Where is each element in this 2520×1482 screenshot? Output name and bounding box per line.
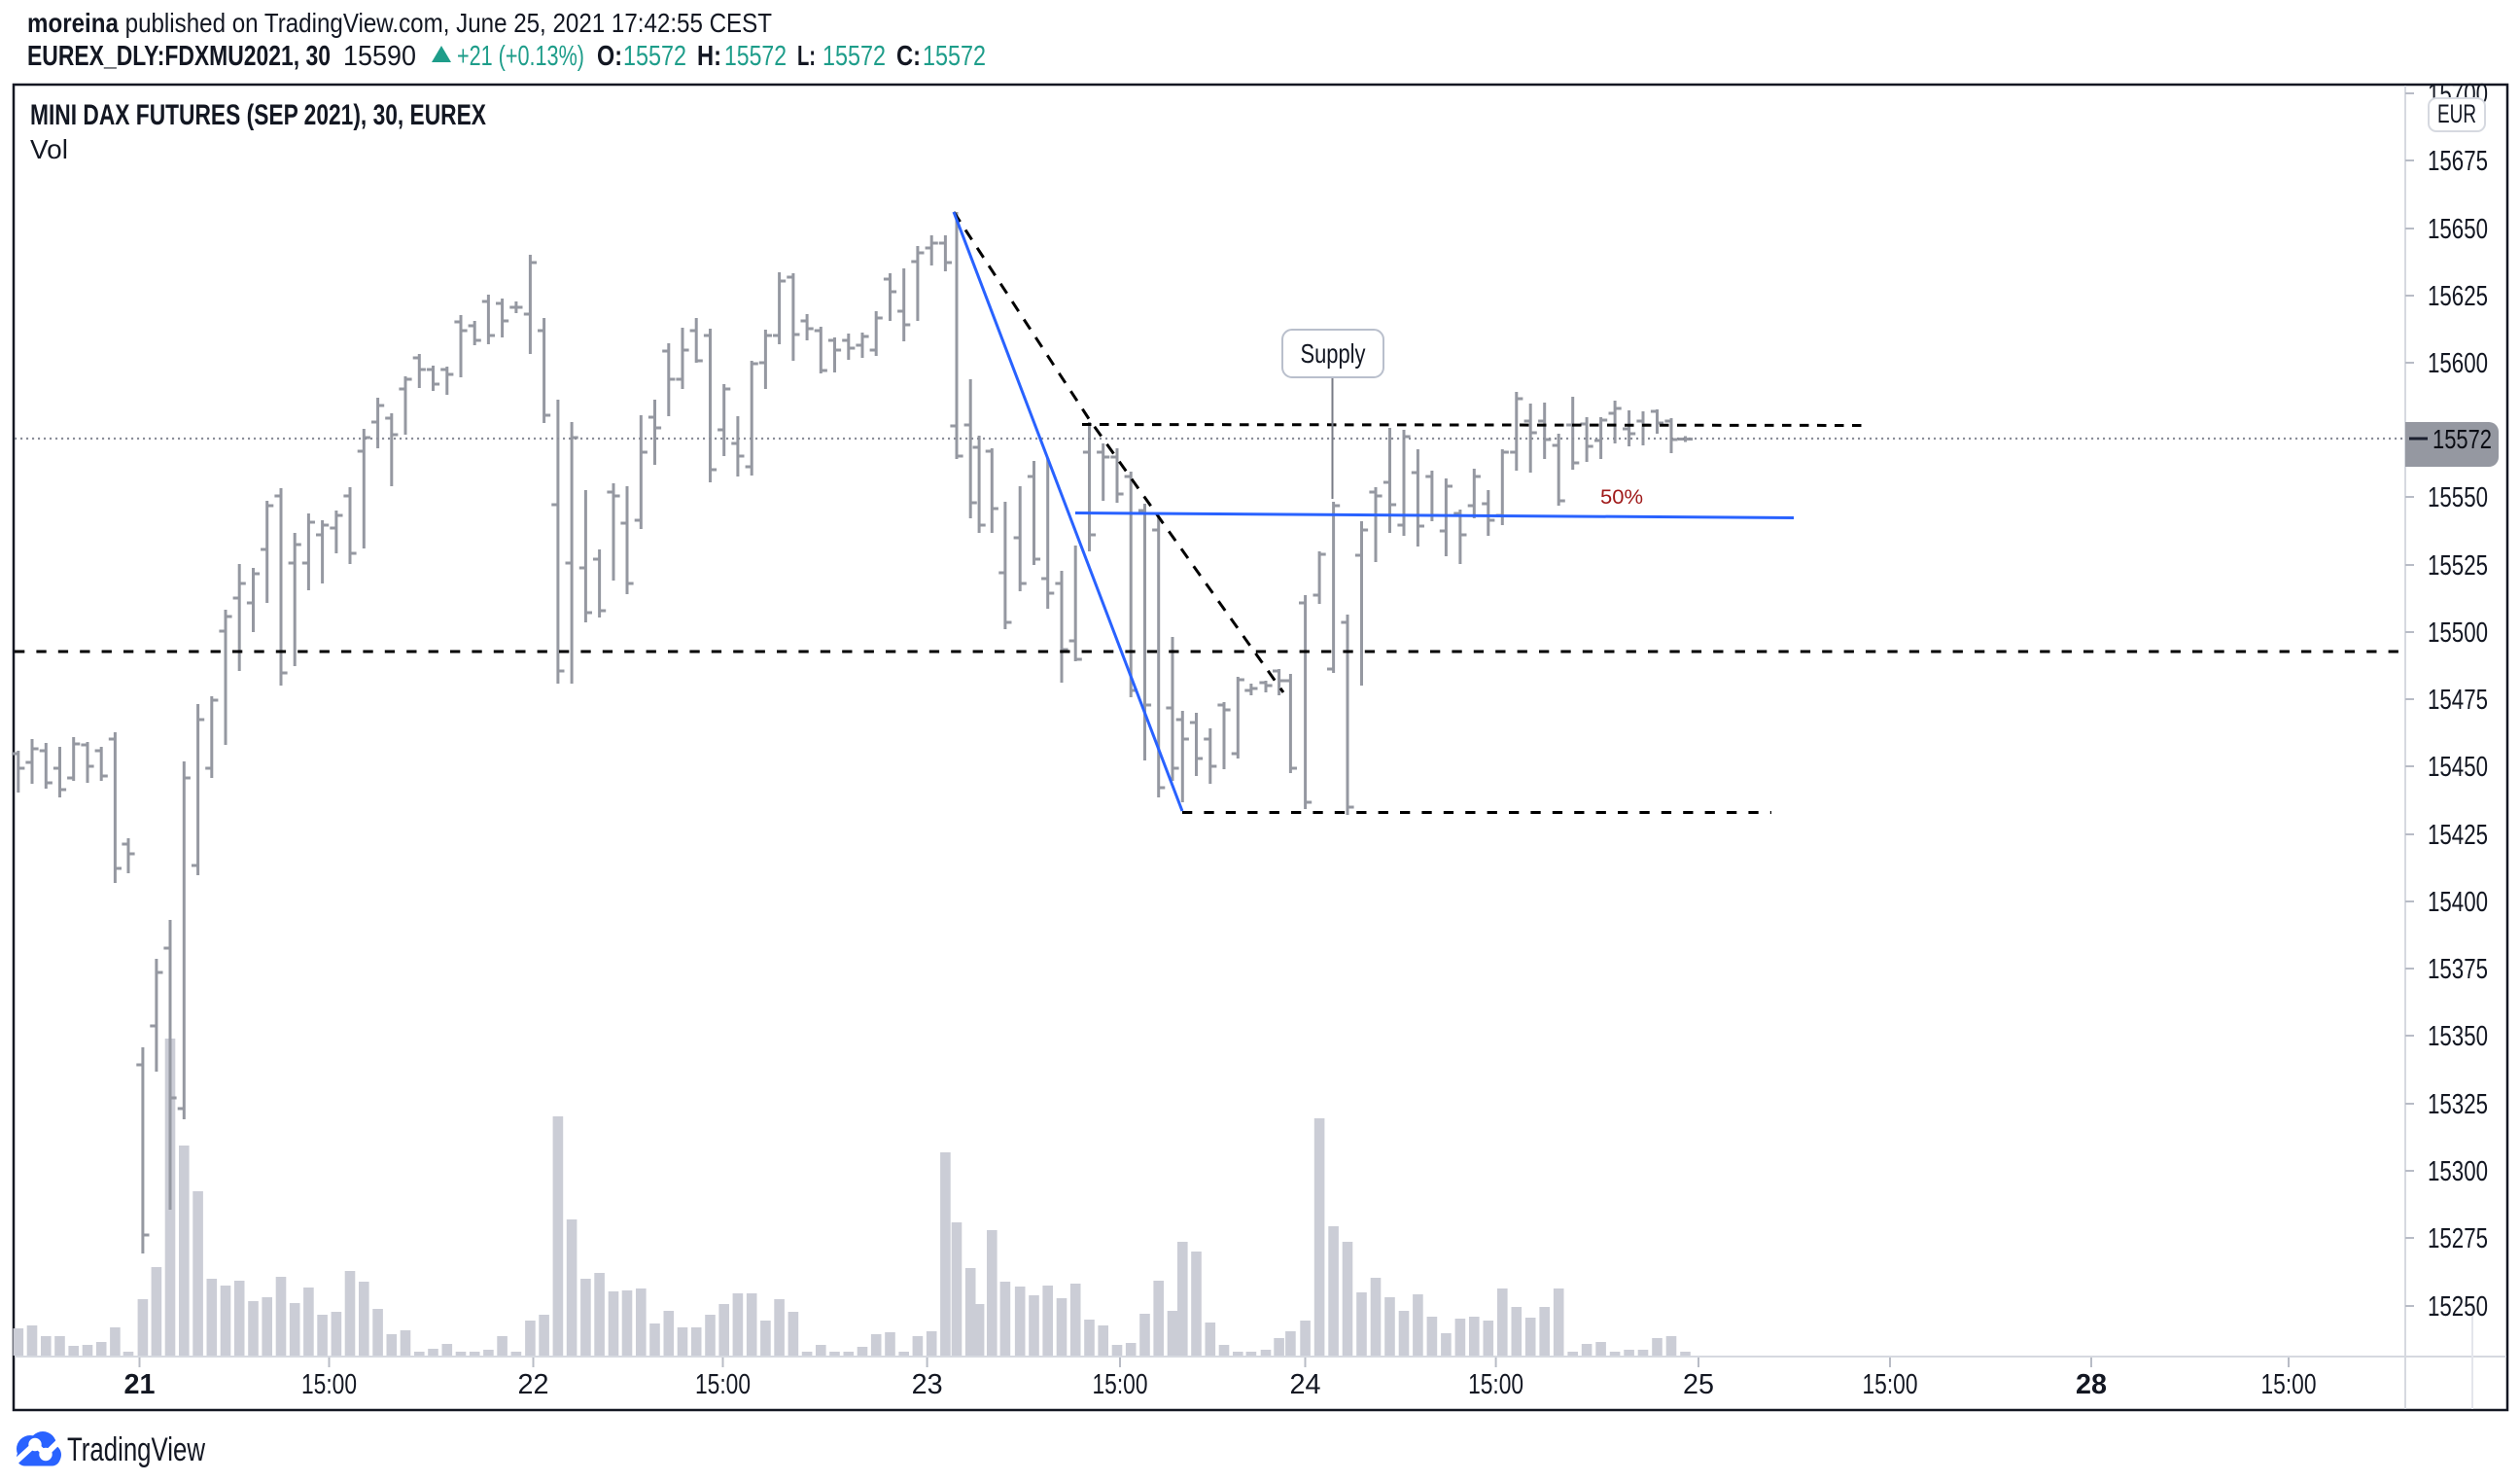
svg-text:15350: 15350 bbox=[2428, 1021, 2488, 1052]
svg-text:25: 25 bbox=[1683, 1369, 1714, 1400]
svg-text:15:00: 15:00 bbox=[2261, 1369, 2317, 1400]
svg-text:15572: 15572 bbox=[2432, 424, 2492, 454]
svg-text:15600: 15600 bbox=[2428, 348, 2488, 379]
svg-text:H:: H: bbox=[697, 41, 721, 72]
svg-text:TradingView: TradingView bbox=[67, 1431, 205, 1468]
svg-text:15675: 15675 bbox=[2428, 146, 2488, 177]
svg-text:15550: 15550 bbox=[2428, 482, 2488, 513]
svg-text:+21 (+0.13%): +21 (+0.13%) bbox=[457, 41, 584, 72]
svg-text:15572: 15572 bbox=[923, 41, 986, 72]
svg-text:21: 21 bbox=[124, 1369, 156, 1400]
svg-text:23: 23 bbox=[912, 1369, 943, 1400]
svg-text:22: 22 bbox=[518, 1369, 549, 1400]
svg-text:15250: 15250 bbox=[2428, 1291, 2488, 1323]
svg-text:C:: C: bbox=[896, 41, 921, 72]
svg-text:15650: 15650 bbox=[2428, 214, 2488, 245]
svg-text:15525: 15525 bbox=[2428, 550, 2488, 582]
svg-text:15475: 15475 bbox=[2428, 685, 2488, 716]
svg-text:15325: 15325 bbox=[2428, 1089, 2488, 1120]
svg-text:15275: 15275 bbox=[2428, 1223, 2488, 1254]
svg-text:EUREX_DLY:FDXMU2021, 30: EUREX_DLY:FDXMU2021, 30 bbox=[27, 41, 331, 72]
svg-text:15500: 15500 bbox=[2428, 618, 2488, 649]
svg-text:Vol: Vol bbox=[30, 134, 68, 164]
svg-text:15572: 15572 bbox=[822, 41, 886, 72]
svg-text:EUR: EUR bbox=[2437, 99, 2476, 128]
svg-text:15425: 15425 bbox=[2428, 820, 2488, 851]
svg-text:O:: O: bbox=[597, 41, 622, 72]
svg-text:15:00: 15:00 bbox=[1863, 1369, 1918, 1400]
svg-text:15450: 15450 bbox=[2428, 752, 2488, 783]
svg-text:24: 24 bbox=[1290, 1369, 1321, 1400]
svg-text:15400: 15400 bbox=[2428, 887, 2488, 918]
svg-text:L:: L: bbox=[797, 41, 816, 72]
svg-text:28: 28 bbox=[2076, 1369, 2107, 1400]
svg-text:15:00: 15:00 bbox=[695, 1369, 751, 1400]
svg-text:15300: 15300 bbox=[2428, 1156, 2488, 1187]
svg-text:15:00: 15:00 bbox=[1468, 1369, 1523, 1400]
svg-text:15572: 15572 bbox=[724, 41, 787, 72]
svg-text:15375: 15375 bbox=[2428, 954, 2488, 985]
svg-text:15:00: 15:00 bbox=[301, 1369, 357, 1400]
svg-text:15:00: 15:00 bbox=[1093, 1369, 1148, 1400]
svg-text:moreina published on TradingVi: moreina published on TradingView.com, Ju… bbox=[27, 8, 772, 38]
svg-text:MINI DAX FUTURES (SEP 2021), 3: MINI DAX FUTURES (SEP 2021), 30, EUREX bbox=[30, 99, 486, 131]
svg-text:Supply: Supply bbox=[1301, 338, 1366, 369]
svg-text:15590: 15590 bbox=[343, 41, 416, 72]
svg-text:15572: 15572 bbox=[623, 41, 686, 72]
svg-text:15625: 15625 bbox=[2428, 281, 2488, 312]
svg-text:50%: 50% bbox=[1600, 486, 1643, 509]
